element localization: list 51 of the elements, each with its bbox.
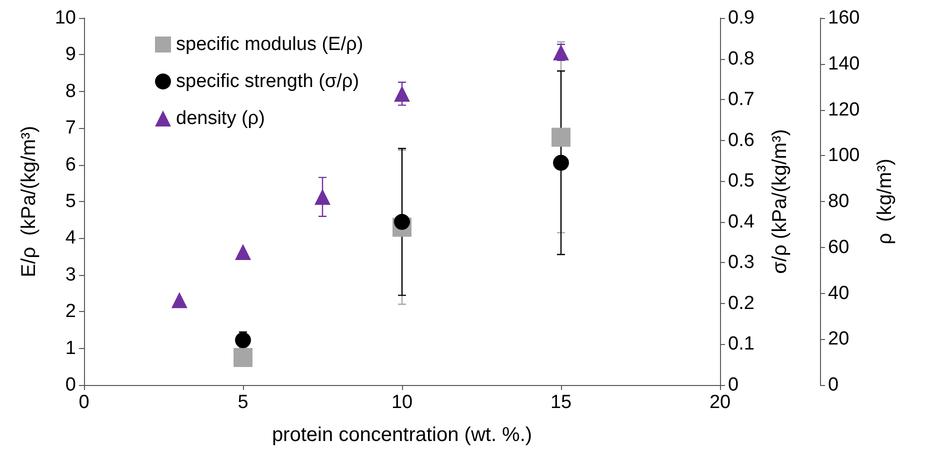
legend-label: specific modulus (E/ρ) — [176, 34, 364, 55]
y-tick-label: 6 — [65, 154, 76, 176]
y2-tick-label: 0.8 — [728, 48, 754, 70]
y-tick-label: 2 — [65, 301, 76, 322]
y-tick-label: 4 — [65, 228, 76, 249]
point — [552, 128, 570, 147]
point — [235, 331, 251, 349]
legend-label: density (ρ) — [176, 108, 265, 129]
x-tick-label: 5 — [238, 392, 248, 413]
y-tick-label: 7 — [65, 118, 76, 139]
y-tick-label: 1 — [65, 338, 76, 359]
y2-tick-label: 0.7 — [728, 89, 754, 110]
x-axis-title: protein concentration (wt. %.) — [272, 424, 532, 446]
point — [171, 292, 188, 308]
x-tick-label: 0 — [78, 392, 90, 413]
y-tick-label: 9 — [65, 44, 76, 66]
y3-tick-label: 40 — [828, 282, 850, 304]
legend-label: specific strength (σ/ρ) — [176, 71, 360, 92]
point — [553, 44, 569, 62]
y2-tick-label: 0.5 — [728, 170, 754, 192]
y-tick-label: 10 — [54, 8, 76, 28]
y2-tick-label: 0.2 — [728, 292, 754, 314]
x-tick-label: 15 — [550, 392, 572, 413]
y2-axis-title: σ/ρ (kPa/(kg/m³) — [769, 129, 791, 274]
y-tick-label: 5 — [65, 191, 76, 212]
y3-tick-label: 100 — [828, 145, 860, 166]
point — [234, 348, 252, 367]
x-tick-label: 20 — [709, 392, 731, 413]
y2-tick-label: 0.9 — [728, 8, 754, 28]
y-tick-label: 8 — [65, 80, 76, 102]
y-tick-label: 3 — [65, 264, 76, 286]
x-tick-label: 10 — [391, 392, 413, 413]
y3-tick-label: 0 — [828, 374, 839, 396]
y2-tick-label: 0.1 — [728, 334, 754, 355]
y3-tick-label: 120 — [828, 99, 860, 120]
point — [314, 188, 330, 205]
y2-tick-label: 0.4 — [728, 211, 755, 232]
point — [553, 154, 569, 171]
y3-axis-title: ρ (kg/m³) — [874, 158, 896, 244]
y3-tick-label: 140 — [828, 53, 860, 74]
y3-tick-label: 80 — [828, 191, 850, 212]
y2-tick-label: 0.3 — [728, 252, 754, 274]
y3-tick-label: 160 — [828, 8, 860, 28]
point — [394, 214, 410, 230]
y3-tick-label: 60 — [828, 236, 850, 258]
point — [235, 244, 251, 260]
y2-tick-label: 0.6 — [728, 130, 754, 151]
y-axis-title: E/ρ (kPa/(kg/m³) — [18, 126, 40, 278]
y-tick-label: 0 — [65, 374, 76, 396]
y3-tick-label: 20 — [828, 328, 850, 350]
y2-tick-label: 0 — [728, 374, 739, 396]
